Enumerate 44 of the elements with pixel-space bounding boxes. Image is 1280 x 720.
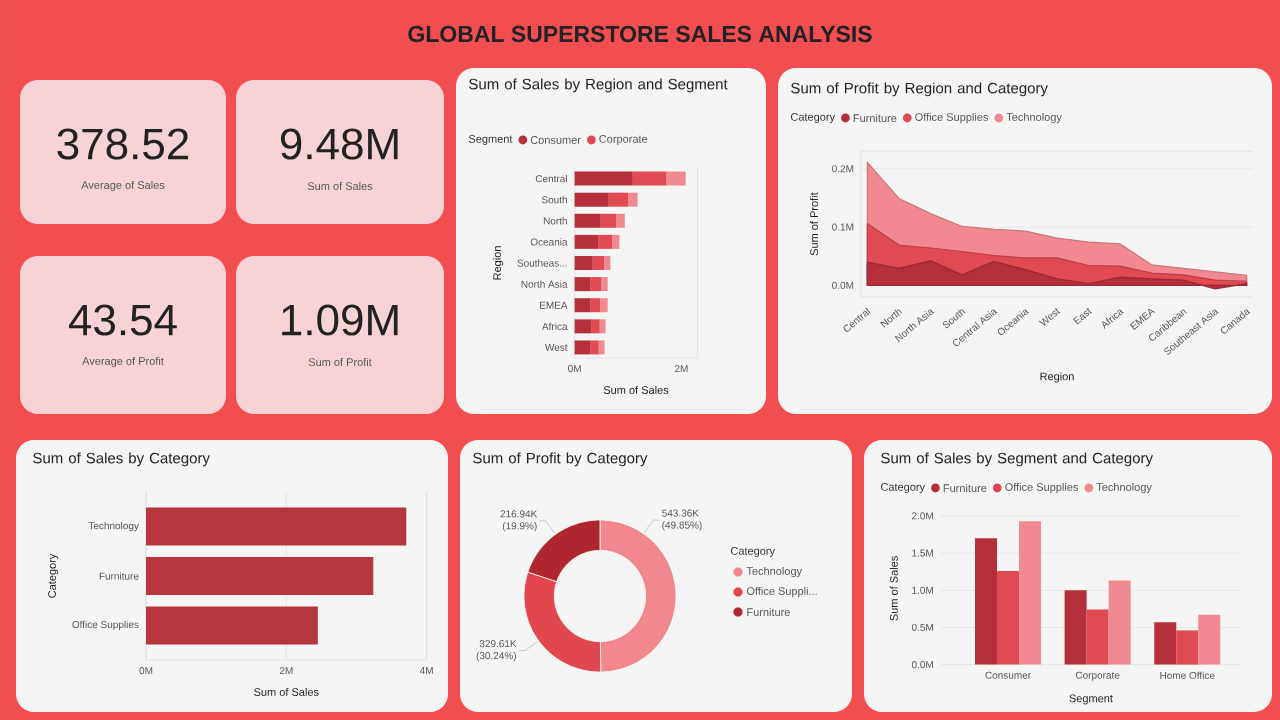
bar bbox=[1086, 609, 1109, 665]
bar bbox=[574, 192, 609, 207]
bar bbox=[590, 340, 599, 355]
bar bbox=[1019, 521, 1042, 665]
bar bbox=[590, 277, 602, 292]
bar bbox=[611, 234, 620, 249]
bar bbox=[627, 192, 638, 207]
bar bbox=[599, 319, 606, 334]
bar bbox=[600, 298, 608, 313]
bar bbox=[975, 538, 998, 665]
bar bbox=[146, 557, 374, 595]
bar bbox=[1154, 622, 1177, 665]
bar bbox=[603, 256, 611, 270]
bar bbox=[1108, 580, 1131, 665]
text: 1.09M bbox=[282, 304, 398, 336]
bar bbox=[598, 340, 605, 355]
bar bbox=[574, 234, 599, 249]
bar bbox=[666, 171, 686, 186]
bar bbox=[997, 570, 1020, 665]
bar bbox=[574, 340, 591, 355]
bar bbox=[146, 507, 407, 546]
bar bbox=[574, 171, 633, 186]
bar bbox=[601, 277, 608, 292]
bar bbox=[600, 213, 617, 228]
text: GLOBAL SUPERSTORE SALES ANALYSIS bbox=[408, 25, 872, 43]
bar bbox=[616, 213, 625, 228]
bar bbox=[590, 298, 601, 313]
bar bbox=[574, 277, 591, 292]
bar bbox=[608, 192, 628, 207]
bar bbox=[1064, 590, 1087, 665]
bar bbox=[1198, 614, 1221, 665]
bar bbox=[592, 256, 604, 270]
bar bbox=[574, 298, 591, 313]
bar bbox=[574, 213, 601, 228]
bar bbox=[574, 319, 592, 334]
bar bbox=[591, 319, 600, 334]
text: 43.54 bbox=[68, 304, 177, 336]
bar bbox=[574, 256, 593, 270]
text: 378.52 bbox=[57, 128, 189, 160]
bar bbox=[632, 171, 667, 186]
bar bbox=[146, 606, 318, 645]
bar bbox=[598, 234, 612, 249]
bar bbox=[1176, 630, 1199, 665]
text: 9.48M bbox=[280, 128, 398, 160]
